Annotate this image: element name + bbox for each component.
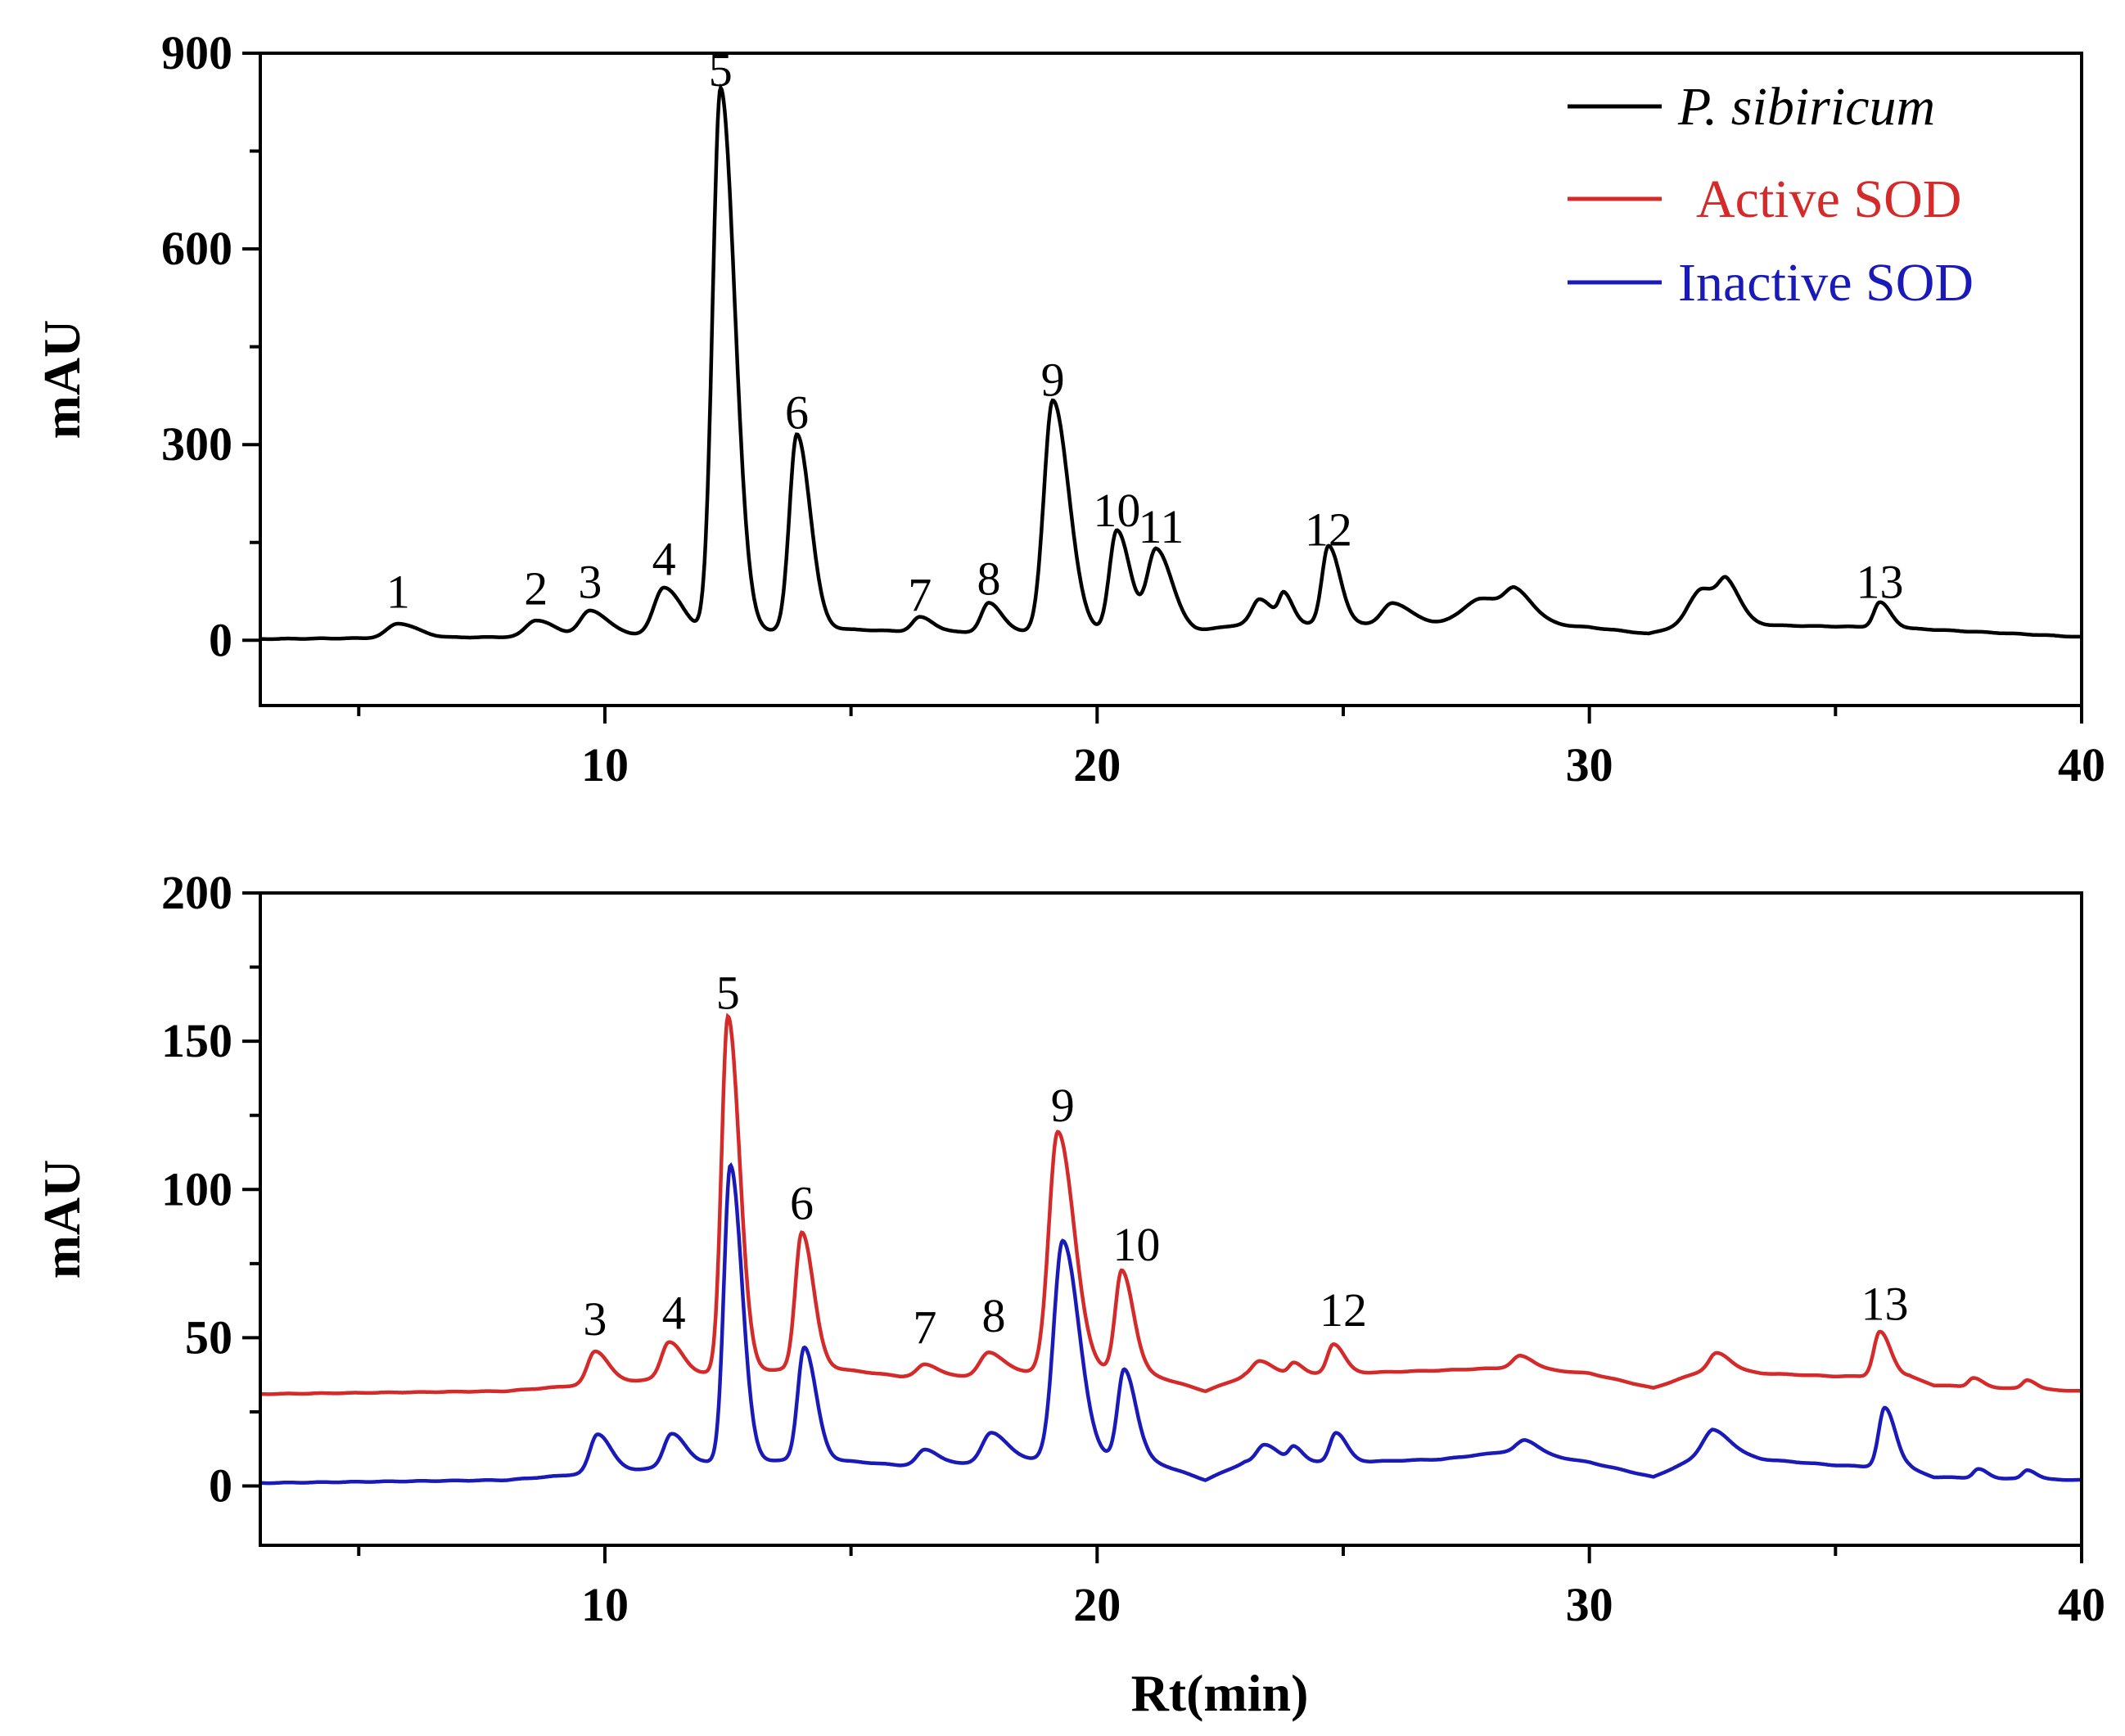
y-tick-label: 300 [161, 417, 232, 471]
y-tick-label: 0 [209, 613, 232, 666]
legend: P. sibiricum Active SOD Inactive SOD [1568, 77, 1974, 313]
peak-label-5: 5 [716, 966, 740, 1019]
y-tick-label: 100 [161, 1162, 232, 1215]
peak-label-8: 8 [982, 1289, 1006, 1342]
peak-label-13: 13 [1861, 1278, 1908, 1331]
legend-label-p-sibiricum: P. sibiricum [1677, 77, 1935, 137]
legend-label-inactive-sod: Inactive SOD [1678, 253, 1974, 313]
y-tick-label: 900 [161, 26, 232, 79]
series-line-inactive-sod [260, 1161, 2082, 1486]
series-line-active-sod [259, 1012, 2082, 1396]
peak-label-13: 13 [1856, 555, 1903, 608]
x-tick-label: 20 [1073, 738, 1121, 791]
peak-label-2: 2 [524, 561, 548, 615]
peak-label-4: 4 [662, 1287, 686, 1340]
bottom-chart-panel: 10 20 30 40 0 50 100 150 200 mAU 3 4 5 6 7 8 9 10 12 13 [33, 866, 2105, 1631]
peak-label-3: 3 [578, 555, 602, 608]
y-axis-title: mAU [33, 1160, 91, 1279]
peak-label-7: 7 [908, 568, 932, 621]
x-tick-label: 10 [581, 738, 629, 791]
peak-label-7: 7 [913, 1301, 936, 1355]
peak-label-8: 8 [977, 552, 1001, 606]
x-tick-label: 40 [2058, 1578, 2105, 1631]
x-tick-label: 10 [581, 1578, 629, 1631]
peak-label-12: 12 [1305, 503, 1352, 557]
x-tick-label: 30 [1566, 1578, 1613, 1631]
y-tick-label: 600 [161, 222, 232, 275]
peak-label-9: 9 [1041, 353, 1065, 406]
peak-label-12: 12 [1320, 1283, 1367, 1337]
x-axis-title: Rt(min) [1131, 1664, 1309, 1722]
peak-label-10: 10 [1112, 1218, 1160, 1271]
peak-label-5: 5 [709, 43, 733, 97]
peak-label-3: 3 [583, 1292, 607, 1346]
peak-label-4: 4 [652, 533, 676, 586]
peak-label-10: 10 [1093, 484, 1140, 537]
plot-frame [259, 52, 2083, 707]
y-tick-label: 200 [161, 866, 232, 919]
y-tick-label: 50 [185, 1310, 232, 1364]
plot-frame [259, 891, 2083, 1547]
peak-label-1: 1 [386, 565, 410, 618]
peak-label-9: 9 [1051, 1079, 1075, 1132]
y-axis-title: mAU [33, 320, 91, 440]
series-line-p-sibiricum [260, 83, 2082, 642]
x-tick-label: 40 [2058, 738, 2105, 791]
y-tick-label: 0 [209, 1459, 232, 1513]
x-tick-label: 20 [1073, 1578, 1121, 1631]
peak-label-11: 11 [1139, 500, 1184, 553]
x-tick-label: 30 [1566, 738, 1613, 791]
legend-label-active-sod: Active SOD [1696, 169, 1961, 229]
peak-label-6: 6 [790, 1177, 814, 1230]
peak-label-6: 6 [785, 386, 809, 439]
y-tick-label: 150 [161, 1014, 232, 1067]
